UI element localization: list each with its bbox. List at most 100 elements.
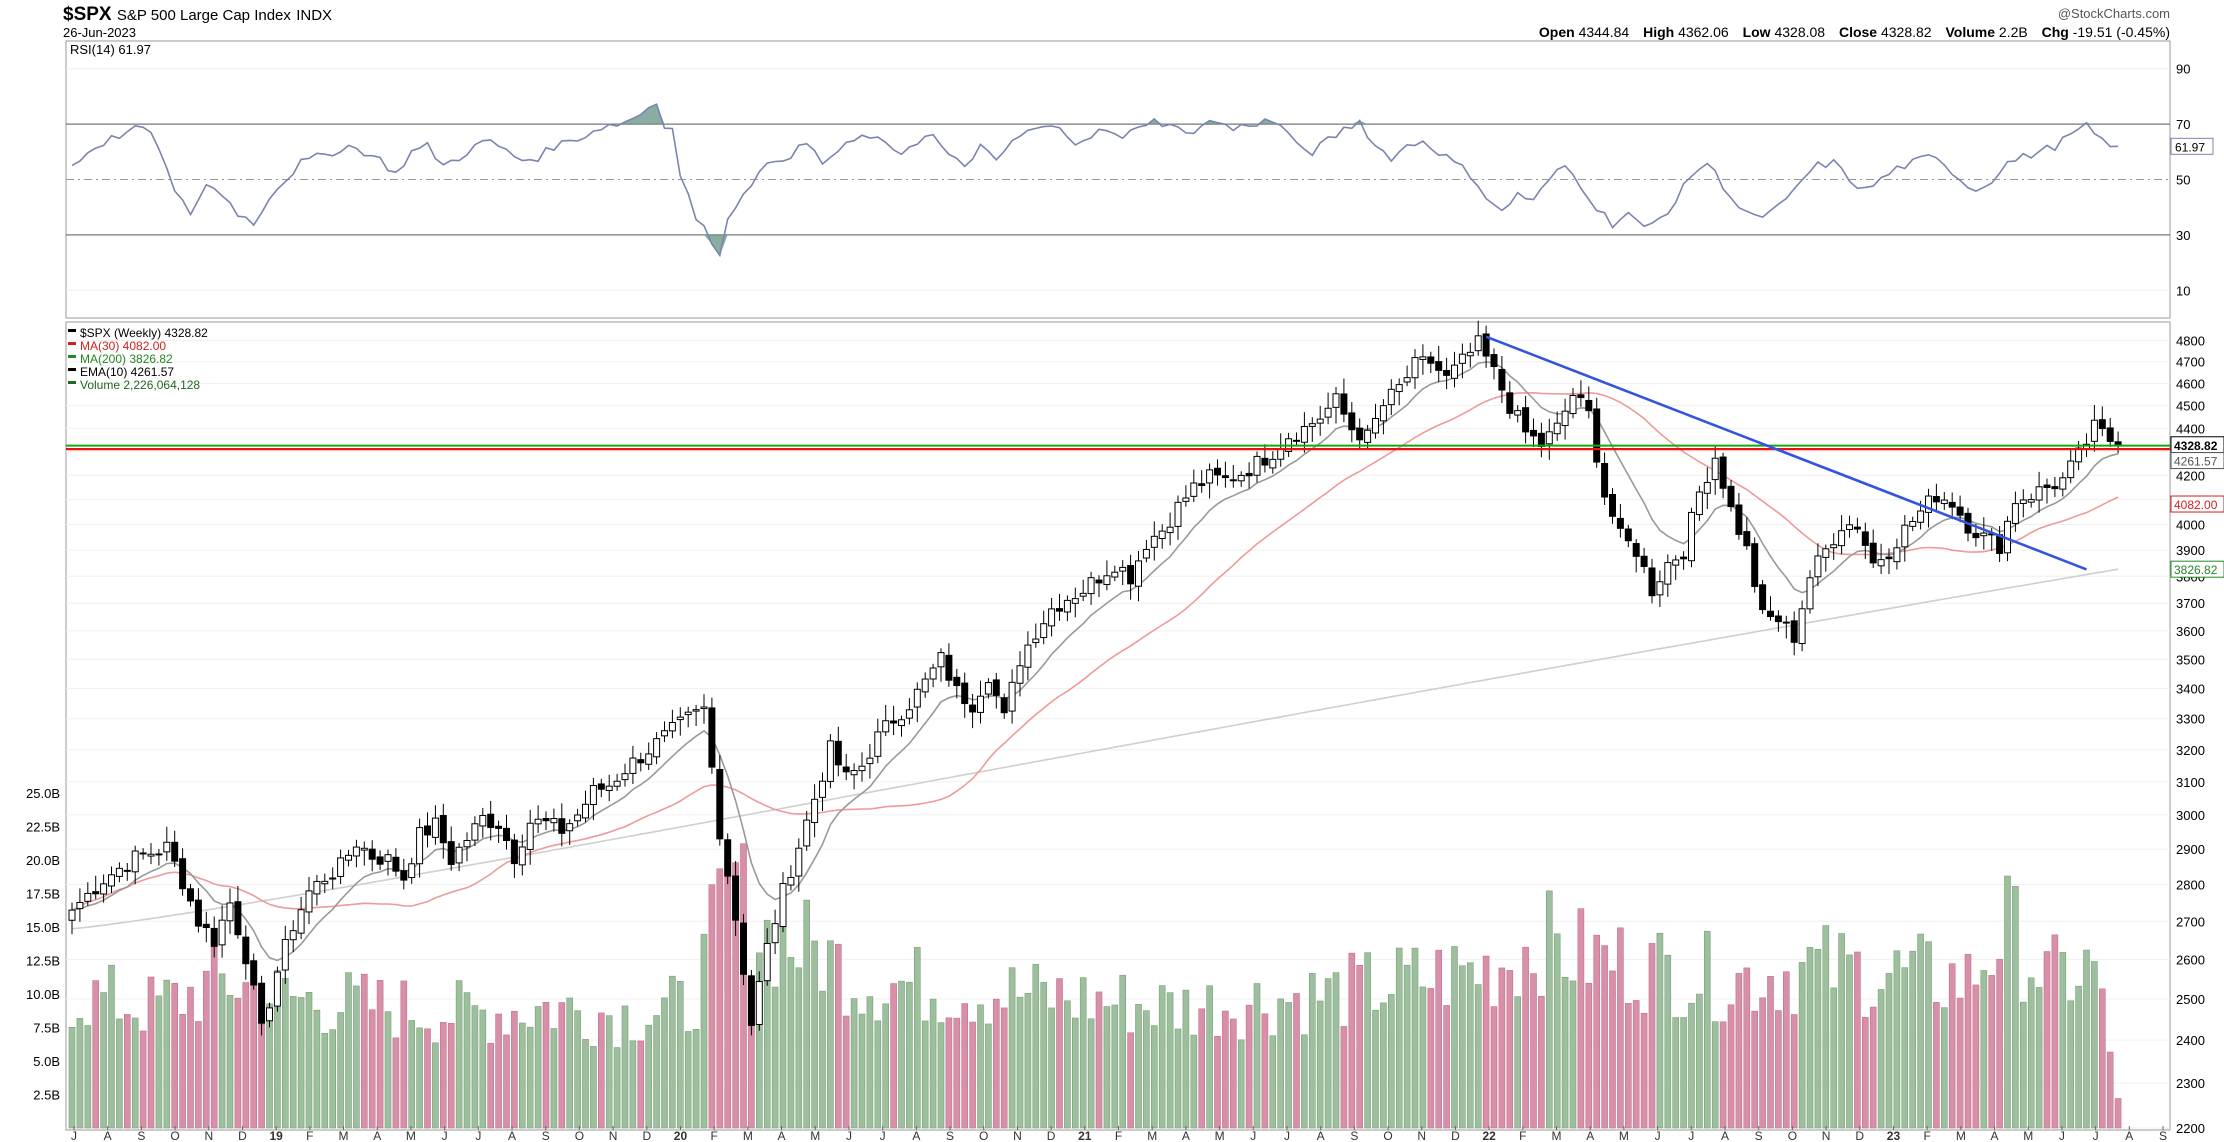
x-axis-label: 23: [1887, 1129, 1901, 1142]
volume-bar: [1680, 1017, 1687, 1129]
candle-body: [487, 813, 495, 828]
x-axis-label: A: [2125, 1129, 2133, 1142]
candle-body: [1095, 579, 1103, 584]
candle-body: [1040, 623, 1048, 639]
candle-body: [297, 909, 305, 934]
candle-body: [1324, 407, 1332, 418]
candle-body: [510, 839, 518, 865]
volume-bar: [337, 1012, 344, 1129]
candle-body: [1229, 479, 1237, 482]
low-label: Low: [1742, 24, 1771, 40]
volume-bar: [1206, 985, 1213, 1129]
volume-bar: [1830, 987, 1837, 1129]
volume-bar: [1759, 997, 1766, 1129]
x-axis-label: A: [1182, 1129, 1190, 1142]
candle-body: [732, 875, 740, 921]
volume-bar: [171, 983, 178, 1129]
volume-bar: [1838, 933, 1845, 1129]
volume-bar: [1901, 967, 1909, 1129]
candle-body: [1316, 418, 1324, 424]
candle-body: [850, 770, 858, 776]
candle-body: [479, 815, 487, 827]
volume-bar: [353, 985, 360, 1129]
candle-body: [163, 841, 171, 853]
candle-body: [890, 720, 898, 724]
x-axis-label: M: [743, 1129, 753, 1142]
candle-body: [179, 858, 187, 890]
rsi-tick-label: 90: [2176, 62, 2190, 77]
x-axis-label: N: [1822, 1129, 1831, 1142]
candle-body: [550, 818, 558, 824]
price-tag-box: [2170, 560, 2224, 578]
volume-bar: [969, 1021, 976, 1129]
volume-bar: [1617, 927, 1624, 1129]
volume-bar: [2075, 985, 2082, 1129]
volume-bar: [1135, 1004, 1142, 1129]
volume-bar: [1048, 1007, 1055, 1129]
volume-bar: [661, 997, 668, 1129]
volume-bar: [289, 996, 297, 1129]
volume-bar: [124, 1014, 131, 1129]
price-tick-label: 2700: [2176, 914, 2205, 929]
candle-body: [376, 856, 384, 865]
x-axis-label: S: [2159, 1129, 2167, 1142]
volume-bar: [1388, 994, 1395, 1129]
rsi-tick-label: 10: [2176, 283, 2190, 298]
x-axis-label: J: [1250, 1129, 1256, 1142]
volume-bar: [471, 1005, 479, 1129]
candle-body: [1245, 472, 1253, 477]
volume-bar: [858, 1013, 866, 1129]
volume-bar: [2020, 1001, 2027, 1129]
price-tag-label: 4082.00: [2174, 498, 2218, 512]
candle-body: [329, 877, 337, 880]
candle-body: [2051, 486, 2059, 490]
volume-bar: [945, 1017, 953, 1129]
candle-body: [621, 773, 629, 781]
volume-bar: [1467, 962, 1474, 1129]
volume-bar: [518, 1022, 526, 1129]
open-label: Open: [1538, 24, 1575, 40]
volume-bar: [1522, 946, 1529, 1129]
candle-body: [242, 936, 250, 965]
candle-body: [2114, 441, 2122, 446]
volume-bar: [455, 980, 463, 1129]
volume-bar: [1893, 950, 1901, 1129]
candle-body: [2027, 499, 2035, 503]
candle-body: [1071, 598, 1079, 604]
candle-body: [431, 817, 439, 838]
price-tick-label: 2600: [2176, 952, 2205, 967]
candle-body: [439, 814, 447, 844]
candle-body: [1577, 394, 1585, 399]
volume-bar: [1933, 1002, 1940, 1129]
x-axis-label: M: [406, 1129, 416, 1142]
x-axis-label: S: [1350, 1129, 1358, 1142]
volume-bar: [921, 1020, 929, 1129]
candle-body: [187, 888, 194, 902]
candle-body: [1656, 581, 1664, 596]
candle-body: [937, 652, 945, 668]
price-tick-label: 3900: [2176, 543, 2205, 558]
volume-bar: [1656, 932, 1664, 1129]
candle-body: [1640, 555, 1648, 567]
candle-body: [2019, 499, 2027, 504]
candle-body: [755, 981, 763, 1025]
candle-body: [961, 682, 969, 705]
candle-body: [1680, 556, 1688, 560]
candle-body: [1917, 510, 1925, 523]
volume-bar: [258, 1023, 265, 1129]
x-axis-label: F: [1923, 1129, 1930, 1142]
price-tick-label: 3600: [2176, 624, 2205, 639]
candle-body: [1861, 531, 1869, 546]
candle-body: [921, 678, 929, 693]
candle-body: [787, 876, 795, 886]
candle-body: [1798, 608, 1806, 645]
volume-bar: [906, 981, 913, 1129]
x-axis-label: J: [1688, 1129, 1694, 1142]
volume-bar: [755, 952, 763, 1129]
volume-bar: [1411, 947, 1419, 1129]
x-axis-label: N: [1417, 1129, 1426, 1142]
candle-body: [1774, 615, 1782, 623]
price-legend-item: MA(200) 3826.82: [80, 352, 173, 366]
volume-bar: [108, 964, 115, 1129]
candle-body: [1822, 548, 1830, 558]
